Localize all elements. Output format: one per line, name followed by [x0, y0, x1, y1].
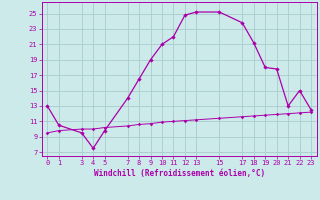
X-axis label: Windchill (Refroidissement éolien,°C): Windchill (Refroidissement éolien,°C) — [94, 169, 265, 178]
